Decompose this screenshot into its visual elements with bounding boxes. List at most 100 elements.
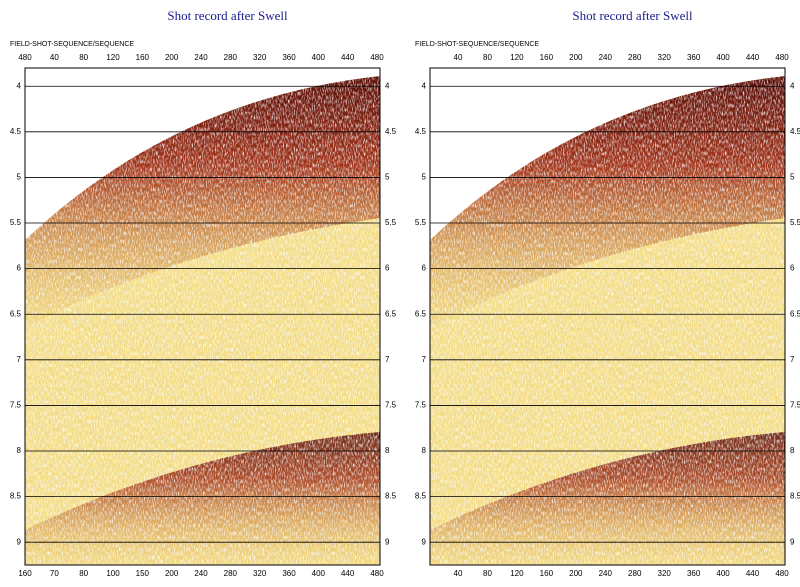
top-labels: 440 (341, 53, 355, 62)
top-labels: 360 (687, 53, 701, 62)
top-labels: 480 (18, 53, 32, 62)
y-tick-label-right: 9 (790, 537, 795, 546)
bottom-labels: 280 (224, 569, 238, 578)
y-tick-label: 6 (422, 264, 427, 273)
y-tick-label: 8.5 (10, 492, 22, 501)
y-tick-label: 9 (422, 537, 427, 546)
top-labels: 240 (599, 53, 613, 62)
top-labels: 400 (716, 53, 730, 62)
y-tick-label: 7.5 (10, 401, 22, 410)
bottom-labels: 160 (18, 569, 32, 578)
bottom-labels: 360 (687, 569, 701, 578)
y-tick-label-right: 8 (385, 446, 390, 455)
bottom-labels: 160 (540, 569, 554, 578)
y-tick-label-right: 5.5 (790, 218, 800, 227)
y-tick-label: 4.5 (415, 127, 427, 136)
y-tick-label-right: 7 (385, 355, 390, 364)
y-tick-label: 7 (17, 355, 22, 364)
y-tick-label-right: 5 (790, 173, 795, 182)
top-labels: 120 (510, 53, 524, 62)
top-labels: 120 (106, 53, 120, 62)
bottom-labels: 360 (282, 569, 296, 578)
top-labels: 200 (569, 53, 583, 62)
top-labels: 480 (775, 53, 789, 62)
y-tick-label-right: 4 (790, 81, 795, 90)
bottom-labels: 440 (746, 569, 760, 578)
y-tick-label: 6.5 (10, 309, 22, 318)
top-labels: 40 (454, 53, 463, 62)
top-labels: 280 (628, 53, 642, 62)
y-tick-label-right: 5.5 (385, 218, 397, 227)
y-tick-label: 4.5 (10, 127, 22, 136)
y-tick-label-right: 6 (385, 264, 390, 273)
y-tick-label: 5.5 (10, 218, 22, 227)
y-tick-label: 8 (17, 446, 22, 455)
top-labels: 320 (658, 53, 672, 62)
y-tick-label: 7 (422, 355, 427, 364)
bottom-labels: 200 (569, 569, 583, 578)
top-labels: 280 (224, 53, 238, 62)
top-labels: 360 (282, 53, 296, 62)
y-tick-label: 6 (17, 264, 22, 273)
grain (430, 68, 785, 565)
y-tick-label-right: 7.5 (790, 401, 800, 410)
bottom-labels: 70 (50, 569, 59, 578)
y-tick-label: 5 (17, 173, 22, 182)
bottom-labels: 200 (165, 569, 179, 578)
bottom-labels: 320 (253, 569, 267, 578)
y-tick-label: 8.5 (415, 492, 427, 501)
bottom-labels: 440 (341, 569, 355, 578)
y-tick-label-right: 8.5 (790, 492, 800, 501)
y-tick-label: 5 (422, 173, 427, 182)
panel-title: Shot record after Swell (572, 8, 693, 23)
bottom-labels: 480 (775, 569, 789, 578)
top-labels: 440 (746, 53, 760, 62)
bottom-labels: 240 (194, 569, 208, 578)
y-tick-label-right: 6 (790, 264, 795, 273)
top-labels: 200 (165, 53, 179, 62)
y-tick-label-right: 9 (385, 537, 390, 546)
y-tick-label-right: 4.5 (790, 127, 800, 136)
bottom-labels: 40 (454, 569, 463, 578)
y-tick-label-right: 5 (385, 173, 390, 182)
top-labels: 240 (194, 53, 208, 62)
bottom-labels: 120 (510, 569, 524, 578)
top-labels: 40 (50, 53, 59, 62)
y-tick-label-right: 7.5 (385, 401, 397, 410)
top-labels: 320 (253, 53, 267, 62)
panel-header: FIELD-SHOT-SEQUENCE/SEQUENCE (10, 41, 134, 48)
y-tick-label: 6.5 (415, 309, 427, 318)
bottom-labels: 480 (370, 569, 384, 578)
top-labels: 160 (540, 53, 554, 62)
top-labels: 480 (370, 53, 384, 62)
frame (24, 67, 381, 566)
bottom-labels: 80 (483, 569, 492, 578)
bottom-labels: 400 (312, 569, 326, 578)
grain (25, 68, 380, 565)
bottom-labels: 100 (106, 569, 120, 578)
y-tick-label: 8 (422, 446, 427, 455)
bottom-labels: 80 (79, 569, 88, 578)
y-tick-label-right: 4 (385, 81, 390, 90)
panel-header: FIELD-SHOT-SEQUENCE/SEQUENCE (415, 41, 539, 48)
y-tick-label-right: 7 (790, 355, 795, 364)
y-tick-label-right: 4.5 (385, 127, 397, 136)
top-labels: 80 (483, 53, 492, 62)
y-tick-label-right: 8.5 (385, 492, 397, 501)
y-tick-label: 5.5 (415, 218, 427, 227)
top-labels: 400 (312, 53, 326, 62)
y-tick-label-right: 8 (790, 446, 795, 455)
panel-title: Shot record after Swell (167, 8, 288, 23)
top-labels: 160 (136, 53, 150, 62)
y-tick-label: 9 (17, 537, 22, 546)
y-tick-label: 4 (17, 81, 22, 90)
bottom-labels: 320 (658, 569, 672, 578)
bottom-labels: 280 (628, 569, 642, 578)
bottom-labels: 400 (716, 569, 730, 578)
y-tick-label: 4 (422, 81, 427, 90)
bottom-labels: 150 (136, 569, 150, 578)
top-labels: 80 (79, 53, 88, 62)
bottom-labels: 240 (599, 569, 613, 578)
